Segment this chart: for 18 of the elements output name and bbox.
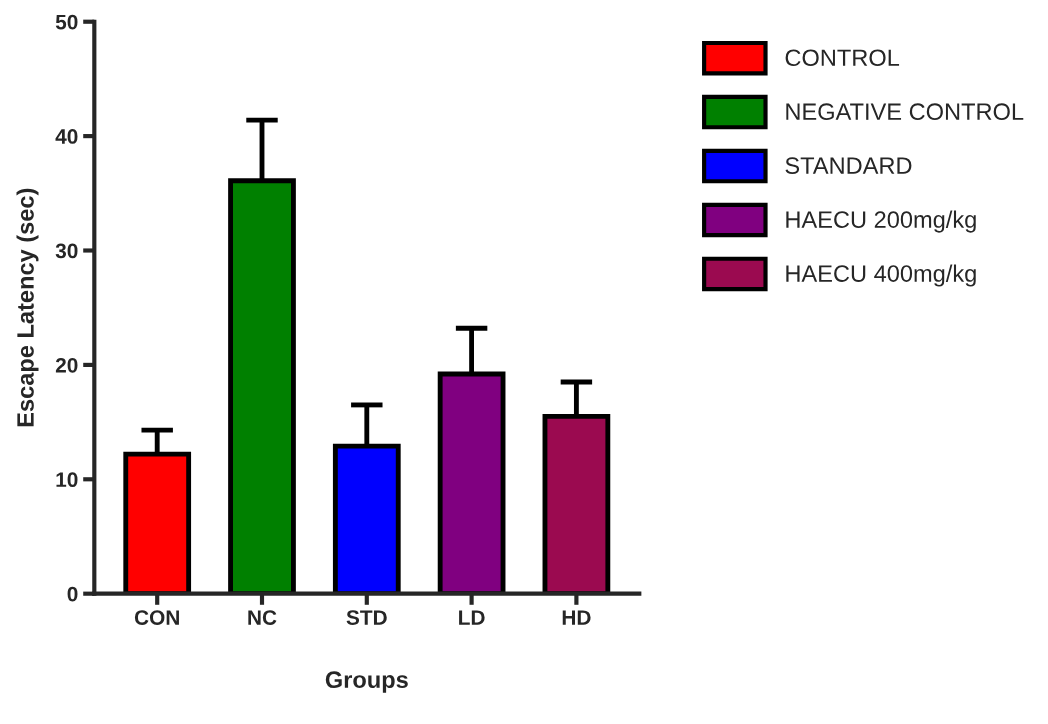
y-tick-label: 20 (55, 357, 78, 373)
y-tick-label: 0 (67, 586, 78, 602)
y-tick-label: 40 (55, 129, 78, 144)
x-tick-label: NC (248, 610, 277, 625)
legend-label: HAECU 400mg/kg (786, 264, 976, 287)
y-axis-title: Escape Latency (sec) (16, 188, 39, 427)
x-axis-title: Groups (325, 671, 408, 693)
y-tick-label: 50 (55, 14, 78, 30)
x-tick-label: CON (134, 610, 179, 625)
x-tick-label: HD (562, 610, 591, 625)
x-tick-label: STD (346, 610, 387, 625)
legend-label: HAECU 200mg/kg (786, 210, 976, 233)
y-tick-label: 30 (55, 243, 78, 259)
legend-label: NEGATIVE CONTROL (786, 103, 1024, 121)
x-tick-label: LD (459, 610, 485, 625)
legend-label: CONTROL (785, 49, 900, 67)
y-tick-label: 10 (56, 472, 78, 488)
legend-label: STANDARD (785, 157, 912, 175)
